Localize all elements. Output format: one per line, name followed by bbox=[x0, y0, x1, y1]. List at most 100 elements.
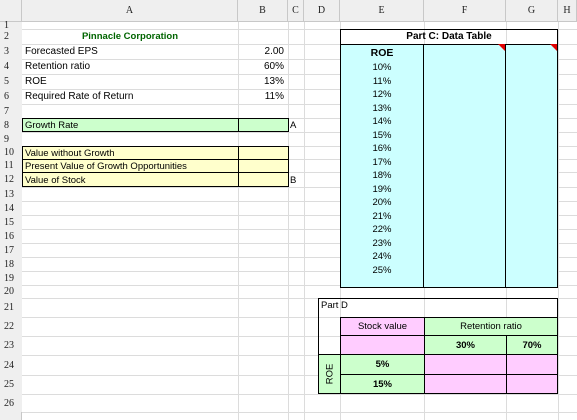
row-header-14[interactable]: 14 bbox=[0, 201, 22, 215]
row-header-23[interactable]: 23 bbox=[0, 336, 22, 355]
row-header-5[interactable]: 5 bbox=[0, 74, 22, 89]
growth-rate-label: Growth Rate bbox=[25, 119, 79, 131]
row-gridline bbox=[22, 271, 577, 272]
row-gridline bbox=[22, 375, 577, 376]
roe-value-4: 14% bbox=[372, 116, 392, 128]
row-header-25[interactable]: 25 bbox=[0, 375, 22, 394]
row-header-9[interactable]: 9 bbox=[0, 132, 22, 146]
row-gridline bbox=[22, 74, 577, 75]
ratio-30-value: 30% bbox=[455, 339, 475, 351]
output-value-cell-2[interactable] bbox=[238, 159, 289, 173]
roe-value-2: 12% bbox=[372, 89, 392, 101]
column-header-h[interactable]: H bbox=[558, 0, 577, 22]
input-value-required-return[interactable]: 11% bbox=[264, 91, 284, 102]
input-value-eps[interactable]: 2.00 bbox=[264, 46, 284, 57]
row-gridline bbox=[22, 201, 577, 202]
roe-15-value: 15% bbox=[372, 378, 392, 390]
row-header-4[interactable]: 4 bbox=[0, 59, 22, 74]
row-header-26[interactable]: 26 bbox=[0, 394, 22, 412]
result-cell-15-70[interactable] bbox=[506, 374, 558, 394]
result-cell-15-30[interactable] bbox=[424, 374, 507, 394]
row-gridline bbox=[22, 394, 577, 395]
row-header-16[interactable]: 16 bbox=[0, 229, 22, 243]
column-gridline bbox=[288, 22, 289, 420]
row-gridline bbox=[22, 118, 577, 119]
part-c-roe-column bbox=[340, 44, 424, 288]
row-header-10[interactable]: 10 bbox=[0, 146, 22, 159]
output-value-cell-3[interactable] bbox=[238, 172, 289, 187]
row-header-24[interactable]: 24 bbox=[0, 355, 22, 375]
row-gridline bbox=[22, 257, 577, 258]
column-gridline bbox=[238, 22, 239, 420]
column-header-f[interactable]: F bbox=[424, 0, 506, 22]
result-cell-5-30[interactable] bbox=[424, 354, 507, 375]
row-header-11[interactable]: 11 bbox=[0, 159, 22, 172]
column-header-g[interactable]: G bbox=[506, 0, 558, 22]
output-label-pvgo: Present Value of Growth Opportunities bbox=[25, 160, 187, 172]
roe-value-14: 24% bbox=[372, 251, 392, 263]
comment-marker-g bbox=[550, 44, 557, 51]
part-d-title: Part D bbox=[321, 300, 348, 311]
row-header-6[interactable]: 6 bbox=[0, 89, 22, 104]
row-header-7[interactable]: 7 bbox=[0, 104, 22, 118]
roe-value-5: 15% bbox=[372, 129, 392, 141]
row-header-8[interactable]: 8 bbox=[0, 118, 22, 132]
output-label-value-of-stock: Value of Stock bbox=[25, 174, 86, 186]
part-c-title: Part C: Data Table bbox=[406, 31, 492, 42]
input-label-required-return: Required Rate of Return bbox=[25, 91, 134, 102]
row-gridline bbox=[22, 317, 577, 318]
part-c-column-f[interactable] bbox=[424, 44, 506, 288]
row-gridline bbox=[22, 104, 577, 105]
row-header-18[interactable]: 18 bbox=[0, 257, 22, 271]
row-gridline bbox=[22, 298, 577, 299]
input-value-retention[interactable]: 60% bbox=[263, 61, 284, 72]
roe-value-10: 20% bbox=[372, 197, 392, 209]
column-header-c[interactable]: C bbox=[288, 0, 304, 22]
row-gridline bbox=[22, 187, 577, 188]
row-header-3[interactable]: 3 bbox=[0, 44, 22, 59]
row-gridline bbox=[22, 44, 577, 45]
row-header-20[interactable]: 20 bbox=[0, 285, 22, 298]
input-value-roe[interactable]: 13% bbox=[263, 76, 284, 87]
growth-rate-value-cell[interactable] bbox=[238, 118, 289, 132]
company-title: Pinnacle Corporation bbox=[81, 31, 179, 42]
row-gridline bbox=[22, 146, 577, 147]
select-all-corner[interactable] bbox=[0, 0, 22, 22]
column-gridline bbox=[558, 22, 559, 420]
row-gridline bbox=[22, 229, 577, 230]
result-cell-5-70[interactable] bbox=[506, 354, 558, 375]
column-header-b[interactable]: B bbox=[238, 0, 288, 22]
row-header-15[interactable]: 15 bbox=[0, 215, 22, 229]
row-header-17[interactable]: 17 bbox=[0, 243, 22, 257]
column-header-a[interactable]: A bbox=[22, 0, 238, 22]
part-c-column-g[interactable] bbox=[506, 44, 558, 288]
row-gridline bbox=[22, 336, 577, 337]
row-header-21[interactable]: 21 bbox=[0, 298, 22, 317]
input-label-retention: Retention ratio bbox=[25, 61, 91, 72]
retention-ratio-label: Retention ratio bbox=[460, 321, 522, 332]
column-header-d[interactable]: D bbox=[304, 0, 340, 22]
row-gridline bbox=[22, 215, 577, 216]
roe-value-15: 25% bbox=[372, 264, 392, 276]
stock-value-formula-cell[interactable] bbox=[340, 335, 425, 355]
comment-marker-f bbox=[498, 44, 505, 51]
row-header-12[interactable]: 12 bbox=[0, 172, 22, 187]
row-header-19[interactable]: 19 bbox=[0, 271, 22, 285]
output-value-cell-1[interactable] bbox=[238, 146, 289, 160]
row-gridline bbox=[22, 172, 577, 173]
row-header-2[interactable]: 2 bbox=[0, 29, 22, 44]
row-header-1[interactable]: 1 bbox=[0, 20, 22, 31]
roe-value-7: 17% bbox=[372, 156, 392, 168]
row-header-13[interactable]: 13 bbox=[0, 187, 22, 201]
input-label-roe: ROE bbox=[25, 76, 47, 87]
input-label-eps: Forecasted EPS bbox=[25, 46, 98, 57]
column-header-e[interactable]: E bbox=[340, 0, 424, 22]
roe-value-6: 16% bbox=[372, 143, 392, 155]
row-gridline bbox=[22, 285, 577, 286]
marker-b: B bbox=[290, 174, 297, 186]
row-gridline bbox=[22, 59, 577, 60]
roe-value-12: 22% bbox=[372, 224, 392, 236]
row-gridline bbox=[22, 29, 577, 30]
row-header-22[interactable]: 22 bbox=[0, 317, 22, 336]
output-label-value-without-growth: Value without Growth bbox=[25, 147, 115, 159]
